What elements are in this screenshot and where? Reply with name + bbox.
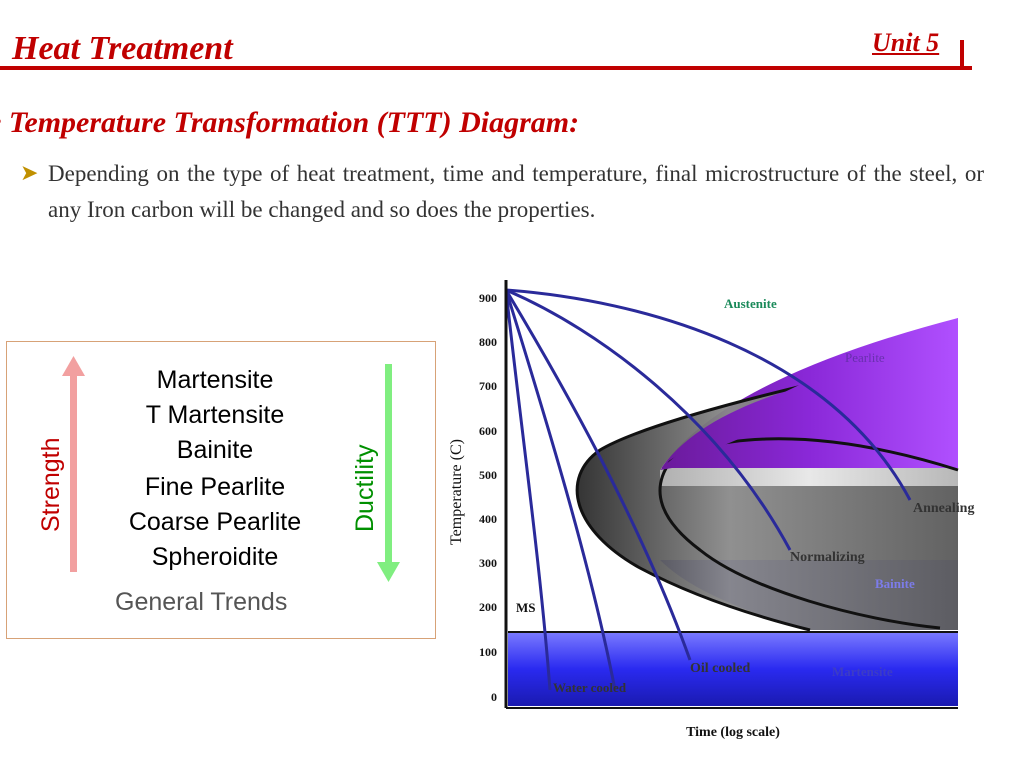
y-tick-900: 900	[479, 291, 497, 305]
pearlite-label: Pearlite	[845, 350, 885, 365]
transformation-start-curve	[575, 356, 931, 632]
transformation-end-curve	[658, 437, 959, 630]
trend-item-bainite: Bainite	[176, 436, 254, 464]
y-tick-labels: 900 800 700 600 500 400 300 200 100 0	[479, 291, 497, 704]
y-tick-500: 500	[479, 468, 497, 482]
oil-cooled-label: Oil cooled	[690, 661, 750, 676]
y-axis-label: Temperature (C)	[448, 439, 465, 545]
austenite-label: Austenite	[724, 296, 777, 311]
trend-item-tempered-martensite: T Martensite	[145, 401, 285, 429]
header-title: Heat Treatment	[12, 30, 233, 67]
trend-arrows	[62, 356, 400, 582]
pearlite-region-overlay	[660, 318, 958, 470]
ductility-arrow-icon	[377, 364, 400, 582]
trend-item-martensite: Martensite	[156, 366, 274, 394]
y-tick-600: 600	[479, 424, 497, 438]
trends-caption: General Trends	[115, 588, 288, 616]
ttt-diagram: 900 800 700 600 500 400 300 200 100 0 Te…	[448, 280, 974, 740]
annealing-label: Annealing	[913, 501, 974, 516]
trend-item-spheroidite: Spheroidite	[151, 543, 279, 571]
trend-item-coarse-pearlite: Coarse Pearlite	[128, 508, 302, 536]
y-tick-300: 300	[479, 556, 497, 570]
section-title: e Temperature Transformation (TTT) Diagr…	[0, 106, 580, 139]
oil-cooled-curve	[504, 289, 692, 661]
water-cooled-label: Water cooled	[553, 680, 627, 695]
x-axis-label: Time (log scale)	[686, 725, 780, 740]
bullet-arrow-icon: ➤	[20, 160, 39, 185]
y-tick-200: 200	[479, 600, 497, 614]
normalizing-curve	[505, 288, 792, 551]
y-tick-0: 0	[491, 690, 497, 704]
martensite-label: Martensite	[832, 664, 893, 679]
ms-label: MS	[516, 600, 536, 615]
trend-item-fine-pearlite: Fine Pearlite	[144, 473, 286, 501]
transformation-nose	[577, 358, 958, 630]
bainite-label: Bainite	[875, 576, 915, 591]
y-tick-800: 800	[479, 335, 497, 349]
unit-label: Unit 5	[872, 28, 940, 57]
y-tick-700: 700	[479, 379, 497, 393]
cooling-curves	[504, 288, 912, 691]
quench-curve	[504, 289, 552, 691]
upper-band	[660, 468, 958, 486]
normalizing-label: Normalizing	[790, 550, 865, 565]
strength-arrow-icon	[62, 356, 85, 572]
water-cooled-curve	[504, 289, 617, 691]
annealing-curve	[505, 288, 912, 501]
y-tick-400: 400	[479, 512, 497, 526]
header-divider	[0, 66, 972, 70]
y-tick-100: 100	[479, 645, 497, 659]
general-trends-panel: Strength Ductility Martensite T Martensi…	[6, 341, 436, 639]
bullet-text: Depending on the type of heat treatment,…	[48, 161, 984, 222]
martensite-region	[508, 632, 958, 706]
header-corner-rule	[960, 40, 964, 70]
